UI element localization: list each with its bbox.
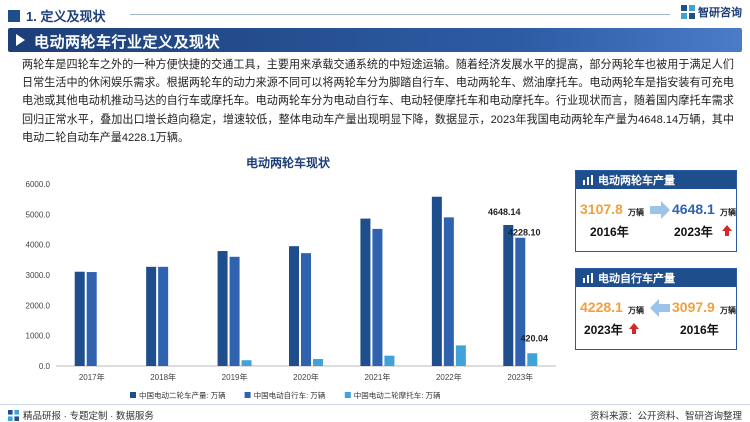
card-right-year: 2016年: [680, 323, 719, 337]
bar: [443, 217, 454, 366]
card-title: 电动两轮车产量: [598, 175, 675, 187]
bar: [146, 266, 157, 366]
trend-up-icon: [629, 323, 639, 334]
chart-svg: 0.0 1000.0 2000.0 3000.0 4000.0 5000.0 6000.0 2…: [26, 180, 556, 400]
card-e-bike-output: 电动自行车产量 4228.1 万辆 2023年 3097.9 万辆 2016年: [575, 268, 737, 350]
card-right-value: 3097.9: [672, 299, 715, 315]
chart-title: 电动两轮车现状: [245, 156, 330, 170]
bar: [515, 237, 526, 366]
card-left-value: 3107.8: [580, 201, 623, 217]
card-left-unit: 万辆: [628, 208, 644, 217]
banner-arrow-icon: [16, 34, 25, 46]
bar: [241, 360, 252, 366]
card-right-unit: 万辆: [720, 208, 736, 217]
production-chart: 电动两轮车现状 0.0 1000.0 2000.0 3000.0 4000.0 5000.…: [12, 154, 564, 406]
footer-left: 精品研报 · 专题定制 · 数据服务: [8, 408, 154, 422]
card-left-unit: 万辆: [628, 306, 644, 315]
bar: [74, 271, 85, 366]
bar: [301, 253, 311, 366]
bar: [384, 355, 395, 366]
card-right-value: 4648.1: [672, 201, 715, 217]
footer: 精品研报 · 专题定制 · 数据服务 资料来源：公开资料、智研咨询整理: [0, 404, 750, 422]
x-tick-label: 2023年: [507, 372, 533, 382]
x-tick-label: 2020年: [293, 372, 319, 382]
card-right-year: 2023年: [674, 225, 713, 239]
bar: [158, 266, 169, 366]
brand: 智研咨询: [681, 4, 742, 20]
bar: [455, 345, 466, 366]
bar: [217, 251, 228, 366]
legend-entry: 中国电动二轮摩托车: 万辆: [354, 390, 441, 400]
bar: [527, 353, 538, 366]
x-tick-label: 2022年: [436, 372, 462, 382]
legend-entry: 中国电动二轮车产量: 万辆: [139, 390, 226, 400]
card-left-year: 2016年: [590, 225, 629, 239]
bar: [229, 256, 240, 366]
x-tick-label: 2018年: [150, 372, 176, 382]
trend-up-icon: [722, 225, 732, 236]
title-banner: 电动两轮车行业定义及现状: [8, 28, 742, 52]
y-tick-label: 4000.0: [26, 241, 51, 250]
bar: [289, 246, 299, 366]
brand-name: 智研咨询: [698, 7, 742, 19]
section-square-icon: [8, 9, 20, 22]
card-left-value: 4228.1: [580, 299, 623, 315]
left-arrow-icon: [650, 299, 670, 317]
bar: [360, 218, 371, 366]
card-right-unit: 万辆: [720, 306, 736, 315]
card-header: 电动两轮车产量: [576, 171, 736, 189]
brand-logo-icon: [8, 409, 19, 421]
source-note: 资料来源：公开资料、智研咨询整理: [589, 411, 742, 422]
right-arrow-icon: [650, 201, 670, 219]
x-tick-label: 2019年: [222, 372, 248, 382]
bar: [503, 225, 514, 366]
x-tick-label: 2017年: [79, 372, 105, 382]
card-two-wheeler-output: 电动两轮车产量 3107.8 万辆 2016年 4648.1 万辆 2023年: [575, 170, 737, 252]
data-label: 420.04: [521, 333, 549, 343]
legend-swatch: [344, 392, 351, 398]
y-tick-label: 3000.0: [26, 271, 51, 280]
y-tick-label: 6000.0: [26, 180, 51, 189]
footer-slogan: 精品研报 · 专题定制 · 数据服务: [23, 411, 154, 422]
footer-divider: [0, 404, 750, 405]
top-divider: [130, 14, 670, 15]
section-label-text: 1. 定义及现状: [26, 9, 106, 24]
description-paragraph: 两轮车是四轮车之外的一种方便快捷的交通工具，主要用来承载交通系统的中短途运输。随…: [22, 59, 734, 144]
page-title: 电动两轮车行业定义及现状: [34, 34, 221, 51]
card-title: 电动自行车产量: [598, 273, 675, 285]
bar-chart-icon: [583, 273, 593, 283]
legend-swatch: [130, 392, 136, 398]
brand-logo-icon: [681, 5, 695, 19]
bar-chart-icon: [583, 175, 593, 185]
y-tick-label: 2000.0: [26, 301, 51, 310]
bar: [372, 228, 383, 366]
data-label: 4648.14: [488, 207, 521, 217]
bar: [86, 272, 97, 366]
y-tick-label: 0.0: [39, 362, 51, 371]
top-bar: 1. 定义及现状 智研咨询: [0, 0, 750, 28]
legend-swatch: [244, 392, 251, 398]
y-tick-label: 5000.0: [26, 210, 51, 219]
x-tick-label: 2021年: [365, 372, 391, 382]
card-left-year: 2023年: [584, 323, 623, 337]
section-label: 1. 定义及现状: [8, 6, 105, 25]
bar: [431, 196, 442, 366]
bar: [313, 359, 323, 366]
y-tick-label: 1000.0: [26, 332, 51, 341]
legend-entry: 中国电动自行车: 万辆: [254, 390, 326, 400]
data-label: 4228.10: [508, 228, 541, 238]
card-header: 电动自行车产量: [576, 269, 736, 287]
